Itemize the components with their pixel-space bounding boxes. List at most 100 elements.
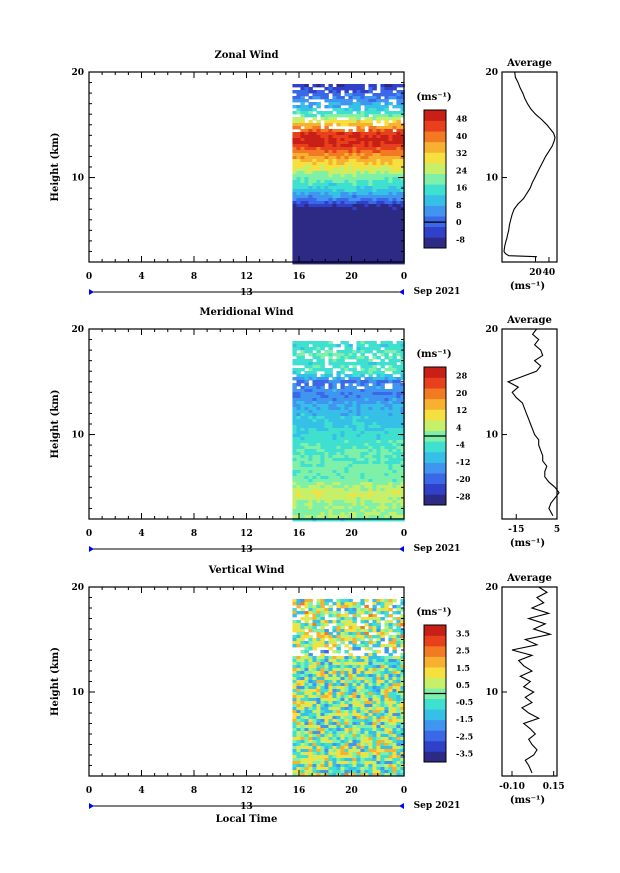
heatmap-cell — [372, 692, 377, 696]
heatmap-cell — [308, 704, 313, 708]
heatmap-cell — [316, 144, 321, 148]
heatmap-cell — [308, 407, 313, 411]
heatmap-cell — [308, 734, 313, 738]
heatmap-cell — [380, 479, 385, 483]
heatmap-cell — [384, 722, 389, 726]
heatmap-cell — [360, 437, 365, 441]
heatmap-cell — [360, 770, 365, 774]
heatmap-cell — [372, 395, 377, 399]
heatmap-cell — [324, 740, 329, 744]
heatmap-cell — [368, 668, 373, 672]
heatmap-cell — [400, 458, 405, 462]
heatmap-cell — [344, 123, 349, 127]
heatmap-cell — [400, 240, 405, 244]
heatmap-cell — [372, 443, 377, 447]
heatmap-cell — [348, 725, 353, 729]
heatmap-cell — [312, 641, 317, 645]
heatmap-cell — [344, 701, 349, 705]
heatmap-cell — [312, 174, 317, 178]
heatmap-cell — [332, 422, 337, 426]
heatmap-cell — [400, 455, 405, 459]
heatmap-cell — [332, 449, 337, 453]
heatmap-cell — [324, 455, 329, 459]
heatmap-cell — [328, 189, 333, 193]
heatmap-cell — [352, 659, 357, 663]
heatmap-cell — [320, 347, 325, 351]
heatmap-cell — [388, 195, 393, 199]
heatmap-cell — [312, 698, 317, 702]
heatmap-cell — [324, 222, 329, 226]
heatmap-cell — [396, 758, 401, 762]
heatmap-cell — [368, 150, 373, 154]
heatmap-cell — [344, 722, 349, 726]
heatmap-cell — [308, 410, 313, 414]
heatmap-cell — [356, 500, 361, 504]
heatmap-cell — [340, 635, 345, 639]
heatmap-cell — [360, 428, 365, 432]
heatmap-cell — [360, 458, 365, 462]
heatmap-cell — [392, 126, 397, 130]
heatmap-cell — [308, 743, 313, 747]
heatmap-cell — [320, 599, 325, 603]
heatmap-cell — [332, 461, 337, 465]
heatmap-cell — [316, 401, 321, 405]
heatmap-cell — [380, 228, 385, 232]
heatmap-cell — [324, 192, 329, 196]
heatmap-cell — [348, 171, 353, 175]
heatmap-cell — [296, 201, 301, 205]
heatmap-cell — [352, 656, 357, 660]
heatmap-cell — [400, 518, 405, 522]
heatmap-cell — [340, 515, 345, 519]
heatmap-cell — [296, 458, 301, 462]
heatmap-cell — [348, 189, 353, 193]
heatmap-cell — [340, 398, 345, 402]
heatmap-cell — [304, 686, 309, 690]
heatmap-cell — [352, 692, 357, 696]
heatmap-cell — [328, 476, 333, 480]
heatmap-cell — [356, 680, 361, 684]
heatmap-cell — [372, 761, 377, 765]
heatmap-cell — [336, 377, 341, 381]
heatmap-cell — [340, 761, 345, 765]
heatmap-cell — [320, 252, 325, 256]
heatmap-cell — [324, 389, 329, 393]
heatmap-cell — [316, 644, 321, 648]
heatmap-cell — [292, 488, 297, 492]
heatmap-cell — [364, 183, 369, 187]
heatmap-cell — [320, 141, 325, 145]
heatmap-cell — [300, 449, 305, 453]
heatmap-cell — [384, 404, 389, 408]
heatmap-cell — [344, 512, 349, 516]
heatmap-cell — [376, 641, 381, 645]
heatmap-cell — [292, 353, 297, 357]
heatmap-cell — [324, 189, 329, 193]
heatmap-cell — [292, 626, 297, 630]
heatmap-cell — [320, 518, 325, 522]
heatmap-cell — [372, 141, 377, 145]
heatmap-cell — [352, 252, 357, 256]
heatmap-cell — [316, 147, 321, 151]
heatmap-cell — [396, 258, 401, 262]
heatmap-cell — [380, 392, 385, 396]
heatmap-cell — [388, 716, 393, 720]
heatmap-cell — [384, 150, 389, 154]
heatmap-cell — [356, 117, 361, 121]
heatmap-cell — [328, 734, 333, 738]
heatmap-cell — [384, 90, 389, 94]
heatmap-cell — [364, 515, 369, 519]
heatmap-cell — [352, 87, 357, 91]
heatmap-cell — [312, 509, 317, 513]
heatmap-cell — [316, 150, 321, 154]
heatmap-cell — [364, 611, 369, 615]
heatmap-cell — [364, 102, 369, 106]
heatmap-cell — [384, 695, 389, 699]
heatmap-cell — [304, 213, 309, 217]
heatmap-cell — [332, 377, 337, 381]
heatmap-cell — [332, 668, 337, 672]
heatmap-cell — [324, 641, 329, 645]
heatmap-cell — [332, 743, 337, 747]
heatmap-cell — [372, 129, 377, 133]
heatmap-cell — [340, 359, 345, 363]
heatmap-cell — [336, 518, 341, 522]
heatmap-cell — [384, 470, 389, 474]
